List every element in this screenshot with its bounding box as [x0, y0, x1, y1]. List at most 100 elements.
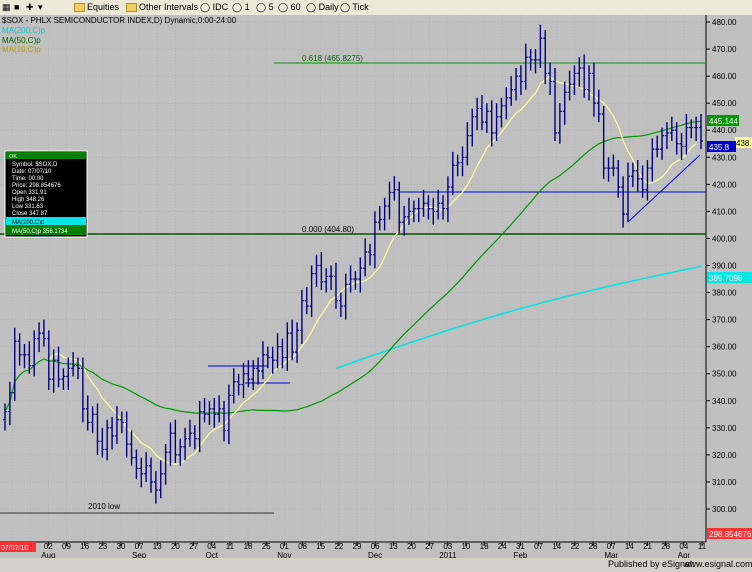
cursor-date: Date: 07/07/10 [12, 169, 52, 175]
x-tick-label: 24 [498, 542, 507, 551]
x-tick-label: 01 [280, 542, 289, 551]
cursor-high: High 348.26 [12, 197, 45, 203]
equities-menu[interactable]: Equities [74, 1, 119, 14]
trend-line-mar[interactable] [627, 154, 701, 223]
cursor-close: Close 347.87 [12, 211, 48, 217]
y-tick-label: 430.00 [712, 153, 737, 162]
y-tick-label: 340.00 [712, 397, 737, 406]
dropdown-arrow-icon[interactable]: ▾ [38, 2, 43, 12]
plot-background [0, 15, 706, 542]
y-tick-label: 320.00 [712, 451, 737, 460]
month-label: Dec [368, 551, 382, 558]
cursor-ma50: MA(50,C)p 356.1734 [12, 229, 68, 235]
other-intervals-menu[interactable]: Other Intervals [126, 1, 198, 14]
x-tick-label: 08 [298, 542, 307, 551]
price-tags: 445.144 438.7 435.8 389.7098 298.854676 … [0, 115, 752, 552]
last-price-tag [707, 141, 736, 152]
price-bars[interactable] [3, 24, 703, 504]
y-tick-label: 470.00 [712, 45, 737, 54]
y-tick-labels: 480.00 470.00 460.00 450.00 440.00 430.00 420.… [706, 18, 737, 514]
x-tick-label: 22 [334, 542, 343, 551]
x-tick-label: 13 [389, 542, 398, 551]
time-axis[interactable] [0, 542, 752, 558]
x-tick-label: 07 [534, 542, 543, 551]
cursor-symbol: Symbol: $SOX,D [12, 162, 58, 168]
interval-1-button[interactable]: ◯ 1 [232, 2, 250, 12]
interval-60-button[interactable]: ◯ 60 [278, 2, 301, 12]
month-label: Nov [277, 551, 291, 558]
x-tick-label: 07 [607, 542, 616, 551]
ma200-tag-text: 389.7098 [709, 274, 743, 283]
month-label: Aug [41, 551, 55, 558]
x-tick-label: 20 [171, 542, 180, 551]
x-tick-label: 11 [226, 542, 235, 551]
footer-published: Published by eSignal: [608, 559, 695, 569]
month-label: Mar [604, 551, 618, 558]
x-tick-label: 14 [552, 542, 561, 551]
y-tick-label: 460.00 [712, 72, 737, 81]
y-tick-label: 420.00 [712, 180, 737, 189]
ma10-line[interactable] [48, 76, 697, 466]
y-tick-label: 300.00 [712, 505, 737, 514]
y-tick-label: 330.00 [712, 424, 737, 433]
x-tick-label: 21 [643, 542, 652, 551]
x-tick-label: 03 [443, 542, 452, 551]
lock-icon[interactable]: ■ [14, 2, 20, 12]
y-tick-label: 370.00 [712, 316, 737, 325]
interval-5-button[interactable]: ◯ 5 [256, 2, 274, 12]
cursor-date-tag-text: 07/07/10 [1, 545, 28, 552]
last-price-tag-text: 435.8 [709, 143, 730, 152]
cursor-price-tag-text: 298.854676 [709, 530, 752, 539]
y-tick-label: 360.00 [712, 343, 737, 352]
x-tick-label: 31 [516, 542, 525, 551]
x-tick-label: 14 [625, 542, 634, 551]
cursor-ma200: MA(200,C)p [12, 220, 45, 226]
tick-button[interactable]: ◯ Tick [340, 2, 369, 12]
grid-icon[interactable]: ▦ [2, 2, 11, 12]
ma50-tag-text: 445.144 [709, 117, 738, 126]
x-tick-label: 10 [461, 542, 470, 551]
interval-1-label: 1 [244, 2, 250, 12]
cursor-window[interactable]: OK Symbol: $SOX,D Date: 07/07/10 Time: 0… [4, 150, 88, 238]
y-tick-label: 410.00 [712, 207, 737, 216]
cursor-window-header-text: OK [9, 154, 17, 160]
y-tick-label: 350.00 [712, 370, 737, 379]
footer: Published by eSignal: www.esignal.com [0, 558, 752, 572]
month-label: Oct [206, 551, 219, 558]
grid [0, 15, 706, 542]
x-tick-label: 23 [98, 542, 107, 551]
folder-icon [126, 3, 137, 13]
y-tick-label: 440.00 [712, 126, 737, 135]
cursor-price-tag [707, 528, 752, 539]
fib-618-label: 0.618 (465.8275) [302, 54, 363, 63]
ma50-line[interactable] [4, 120, 702, 414]
ma10-tag [735, 137, 752, 148]
x-tick-label: 28 [661, 542, 670, 551]
x-tick-label: 18 [480, 542, 489, 551]
idc-button[interactable]: ◯ IDC [200, 2, 229, 12]
cursor-low: Low 331.63 [12, 204, 44, 210]
y-tick-label: 450.00 [712, 99, 737, 108]
price-chart[interactable]: 480.00 470.00 460.00 450.00 440.00 430.00 420.… [0, 15, 752, 558]
y-tick-label: 380.00 [712, 289, 737, 298]
x-tick-label: 06 [371, 542, 380, 551]
ma10-tag-text: 438.7 [736, 139, 752, 148]
y-tick-label: 400.00 [712, 234, 737, 243]
x-tick-label: 20 [407, 542, 416, 551]
month-label: Sep [132, 551, 147, 558]
daily-button[interactable]: ◯ Daily [306, 2, 339, 12]
ma200-line[interactable] [335, 265, 702, 370]
ma200-tag [707, 272, 752, 283]
x-tick-label: 28 [589, 542, 598, 551]
cursor-ma200-bg [6, 217, 86, 225]
x-tick-label: 27 [425, 542, 434, 551]
ma200-legend: MA(200,C)p [2, 26, 46, 35]
crosshair-icon[interactable]: ✚ [26, 2, 34, 12]
month-label: Feb [514, 551, 528, 558]
ma10-legend: MA(10,C)p [2, 45, 41, 54]
cursor-ma50-bg [6, 225, 86, 235]
ma50-legend: MA(50,C)p [2, 36, 41, 45]
x-tick-label: 22 [570, 542, 579, 551]
chart-title: $SOX - PHLX SEMICONDUCTOR INDEX,D) Dynam… [2, 16, 237, 25]
daily-label: Daily [318, 2, 339, 12]
